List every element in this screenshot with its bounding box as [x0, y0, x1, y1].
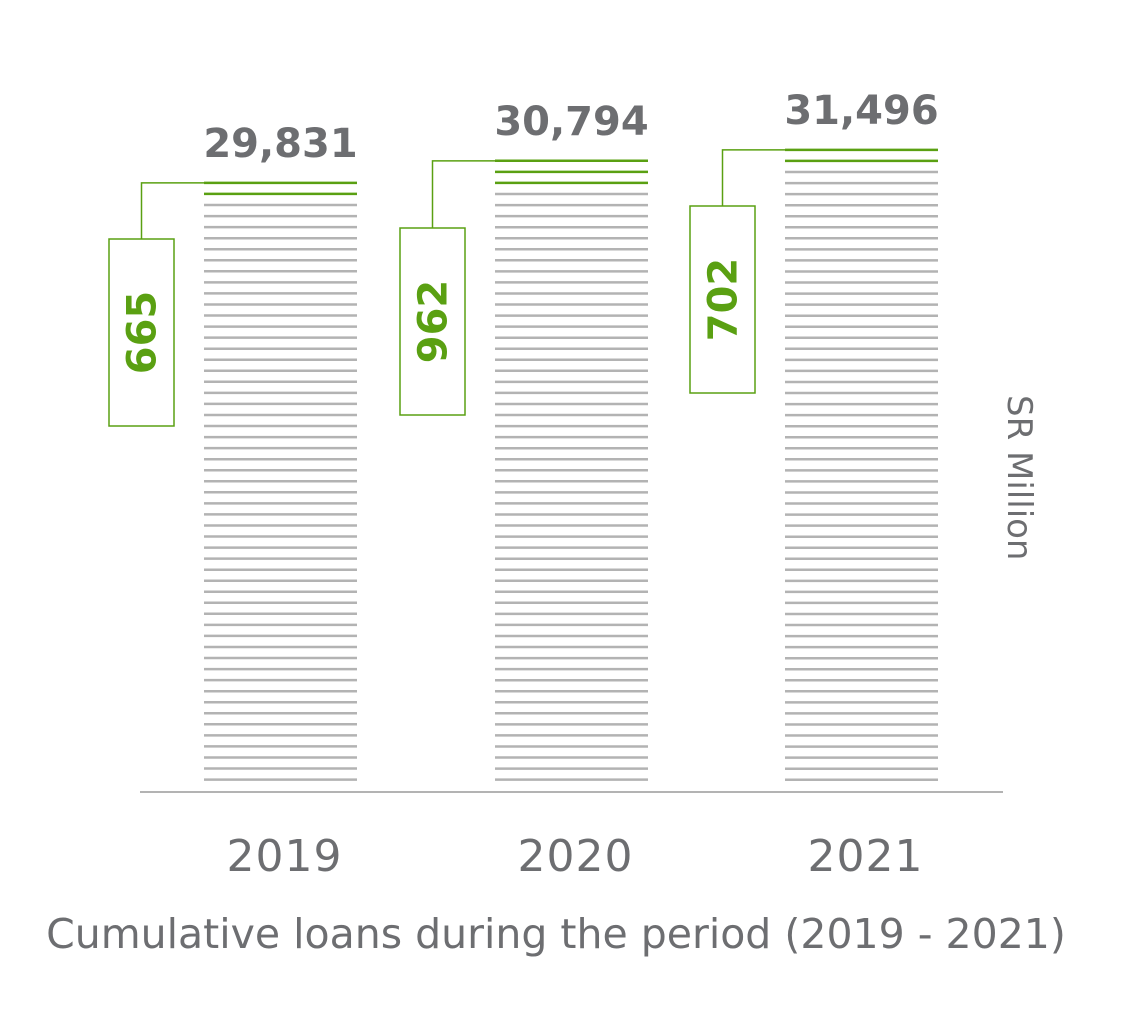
chart-caption: Cumulative loans during the period (2019…: [46, 910, 1066, 958]
callouts-group: 665 962 702: [108, 149, 785, 427]
increment-box: [689, 205, 756, 394]
increment-value-label: 665: [120, 291, 166, 375]
total-value-label: 29,831: [203, 121, 357, 167]
unit-label: SR Million: [999, 395, 1039, 560]
callout-connector: [721, 149, 785, 206]
callout-connector: [431, 160, 495, 228]
bars-group: [204, 148, 938, 781]
total-value-label: 31,496: [784, 88, 938, 134]
total-value-label: 30,794: [494, 99, 648, 145]
increment-value-label: 702: [701, 258, 747, 342]
increment-box: [399, 227, 466, 416]
bar-2020: [495, 159, 648, 781]
bar-2021: [785, 148, 938, 781]
increment-value-label: 962: [411, 280, 457, 364]
labels-group: 29,831 2019 30,794 2020 31,496 2021: [203, 88, 938, 882]
bar-2019: [204, 181, 357, 781]
increment-box: [108, 238, 175, 427]
callout-connector: [140, 182, 204, 239]
year-label: 2021: [808, 831, 924, 882]
year-label: 2019: [227, 831, 343, 882]
year-label: 2020: [518, 831, 634, 882]
